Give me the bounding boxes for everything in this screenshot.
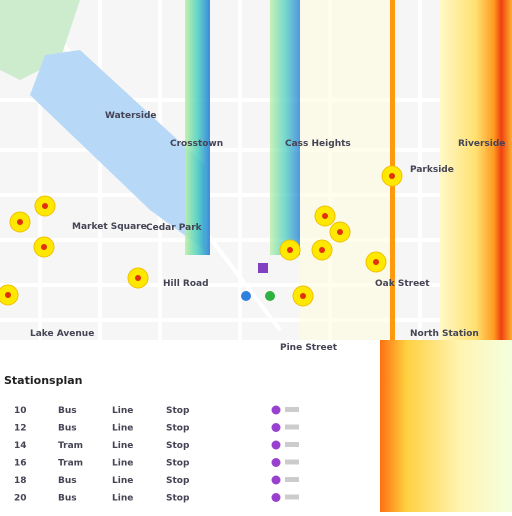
marker-dot	[389, 173, 395, 179]
map-label: Market Square	[72, 222, 147, 232]
row-bar	[285, 494, 299, 500]
marker-dot	[373, 259, 379, 265]
row-dot	[271, 423, 281, 432]
row-bar	[285, 477, 299, 482]
row-dot	[271, 405, 281, 415]
table-cell: Line	[112, 494, 133, 504]
markers	[0, 165, 403, 307]
map-label: Waterside	[105, 111, 157, 121]
table-cell: Stop	[166, 494, 190, 504]
table-cell: 14	[14, 441, 27, 451]
poi	[265, 291, 275, 301]
map-label: Parkside	[410, 165, 454, 175]
row-dot	[271, 493, 281, 502]
row-bar	[285, 424, 299, 430]
map-label: Lake Avenue	[30, 329, 94, 339]
marker-dot	[322, 213, 328, 219]
table-cell: Tram	[58, 459, 83, 469]
lake	[30, 50, 205, 250]
table-cell: Stop	[166, 476, 190, 486]
table-cell: Bus	[58, 494, 77, 504]
table-cell: Line	[112, 476, 133, 486]
table-cell: 16	[14, 459, 27, 469]
table-cell: 12	[14, 424, 27, 434]
heat-band	[440, 0, 512, 340]
map-label: Pine Street	[280, 343, 338, 353]
heat-band	[300, 0, 390, 340]
row-bar	[285, 442, 299, 447]
marker-dot	[287, 247, 293, 253]
table-cell: Stop	[166, 424, 190, 434]
map-label: Cedar Park	[146, 223, 203, 233]
row-bar	[285, 459, 299, 465]
table-cell: Stop	[166, 441, 190, 451]
table-cell: Line	[112, 459, 133, 469]
table-cell: Stop	[166, 406, 190, 416]
poi	[241, 291, 251, 301]
heat-band	[270, 0, 300, 255]
marker-dot	[300, 293, 306, 299]
table-cell: Line	[112, 406, 133, 416]
heat-band	[380, 340, 512, 512]
marker-dot	[319, 247, 325, 253]
table-cell: Line	[112, 441, 133, 451]
map-label: Cass Heights	[285, 139, 351, 149]
panel-title: Stationsplan	[4, 374, 82, 387]
map-label: Hill Road	[163, 279, 209, 289]
map-label: North Station	[410, 329, 479, 339]
table-cell: Line	[112, 424, 133, 434]
marker-dot	[41, 244, 47, 250]
marker-dot	[337, 229, 343, 235]
table-cell: Tram	[58, 441, 83, 451]
map-label: Oak Street	[375, 279, 430, 289]
table-cell: 18	[14, 476, 27, 486]
row-bar	[285, 407, 299, 412]
heat-band	[185, 0, 210, 255]
table-cell: Stop	[166, 459, 190, 469]
marker-dot	[42, 203, 48, 209]
table-cell: Bus	[58, 406, 77, 416]
marker-dot	[17, 219, 23, 225]
marker-dot	[135, 275, 141, 281]
poi	[258, 263, 268, 273]
row-dot	[271, 458, 281, 467]
table-cell: 10	[14, 406, 27, 416]
table-cell: 20	[14, 494, 27, 504]
table-cell: Bus	[58, 476, 77, 486]
map-label: Riverside	[458, 139, 505, 149]
table-cell: Bus	[58, 424, 77, 434]
row-dot	[271, 440, 281, 450]
marker-dot	[5, 292, 11, 298]
row-dot	[271, 475, 281, 485]
map-label: Crosstown	[170, 139, 223, 149]
